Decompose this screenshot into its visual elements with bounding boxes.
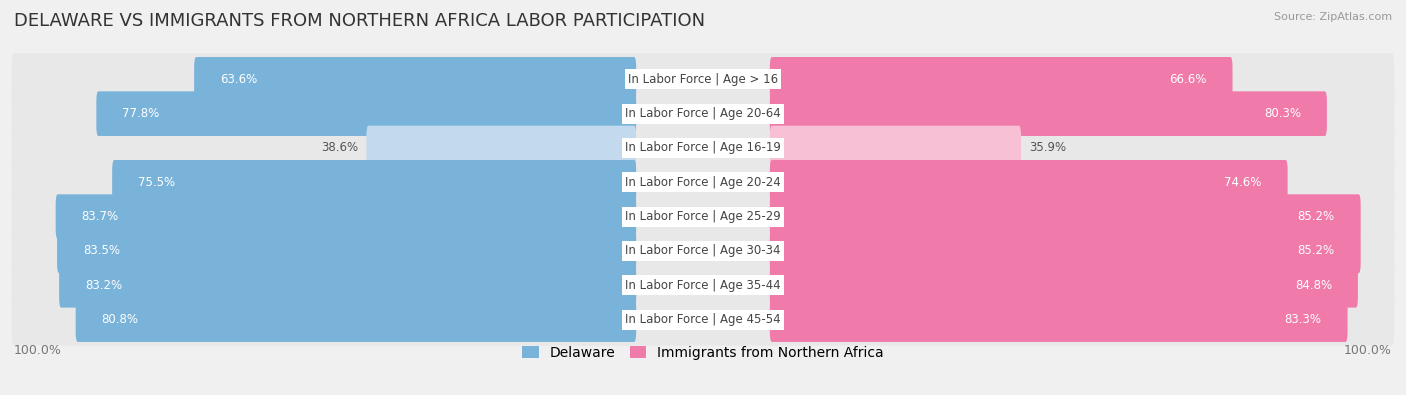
FancyBboxPatch shape [194, 57, 636, 102]
Text: 83.3%: 83.3% [1285, 313, 1322, 326]
FancyBboxPatch shape [770, 194, 1361, 239]
FancyBboxPatch shape [770, 229, 1361, 273]
Text: DELAWARE VS IMMIGRANTS FROM NORTHERN AFRICA LABOR PARTICIPATION: DELAWARE VS IMMIGRANTS FROM NORTHERN AFR… [14, 12, 706, 30]
Text: 100.0%: 100.0% [14, 344, 62, 357]
Text: 83.2%: 83.2% [84, 279, 122, 292]
FancyBboxPatch shape [770, 91, 1327, 136]
FancyBboxPatch shape [11, 259, 1395, 311]
Text: In Labor Force | Age 16-19: In Labor Force | Age 16-19 [626, 141, 780, 154]
Text: 35.9%: 35.9% [1029, 141, 1067, 154]
Text: In Labor Force | Age 20-64: In Labor Force | Age 20-64 [626, 107, 780, 120]
Text: 74.6%: 74.6% [1225, 176, 1261, 189]
FancyBboxPatch shape [11, 88, 1395, 140]
Text: 66.6%: 66.6% [1170, 73, 1206, 86]
FancyBboxPatch shape [11, 190, 1395, 243]
Text: 100.0%: 100.0% [1344, 344, 1392, 357]
Text: 75.5%: 75.5% [138, 176, 176, 189]
FancyBboxPatch shape [11, 156, 1395, 209]
Text: 85.2%: 85.2% [1298, 245, 1334, 258]
Text: 80.3%: 80.3% [1264, 107, 1301, 120]
FancyBboxPatch shape [11, 122, 1395, 174]
Text: In Labor Force | Age 30-34: In Labor Force | Age 30-34 [626, 245, 780, 258]
Text: 83.5%: 83.5% [83, 245, 120, 258]
Legend: Delaware, Immigrants from Northern Africa: Delaware, Immigrants from Northern Afric… [522, 346, 884, 360]
FancyBboxPatch shape [367, 126, 636, 170]
FancyBboxPatch shape [770, 297, 1347, 342]
Text: 85.2%: 85.2% [1298, 210, 1334, 223]
Text: In Labor Force | Age 45-54: In Labor Force | Age 45-54 [626, 313, 780, 326]
Text: In Labor Force | Age > 16: In Labor Force | Age > 16 [628, 73, 778, 86]
Text: In Labor Force | Age 20-24: In Labor Force | Age 20-24 [626, 176, 780, 189]
Text: 83.7%: 83.7% [82, 210, 118, 223]
Text: 80.8%: 80.8% [101, 313, 139, 326]
FancyBboxPatch shape [112, 160, 636, 205]
FancyBboxPatch shape [56, 194, 636, 239]
FancyBboxPatch shape [59, 263, 636, 308]
Text: In Labor Force | Age 35-44: In Labor Force | Age 35-44 [626, 279, 780, 292]
FancyBboxPatch shape [76, 297, 636, 342]
FancyBboxPatch shape [11, 293, 1395, 346]
Text: In Labor Force | Age 25-29: In Labor Force | Age 25-29 [626, 210, 780, 223]
FancyBboxPatch shape [770, 160, 1288, 205]
FancyBboxPatch shape [770, 57, 1233, 102]
Text: 38.6%: 38.6% [321, 141, 359, 154]
FancyBboxPatch shape [770, 263, 1358, 308]
FancyBboxPatch shape [97, 91, 636, 136]
FancyBboxPatch shape [11, 53, 1395, 105]
Text: 84.8%: 84.8% [1295, 279, 1331, 292]
Text: 63.6%: 63.6% [221, 73, 257, 86]
FancyBboxPatch shape [58, 229, 636, 273]
FancyBboxPatch shape [770, 126, 1021, 170]
FancyBboxPatch shape [11, 225, 1395, 277]
Text: Source: ZipAtlas.com: Source: ZipAtlas.com [1274, 12, 1392, 22]
Text: 77.8%: 77.8% [122, 107, 159, 120]
